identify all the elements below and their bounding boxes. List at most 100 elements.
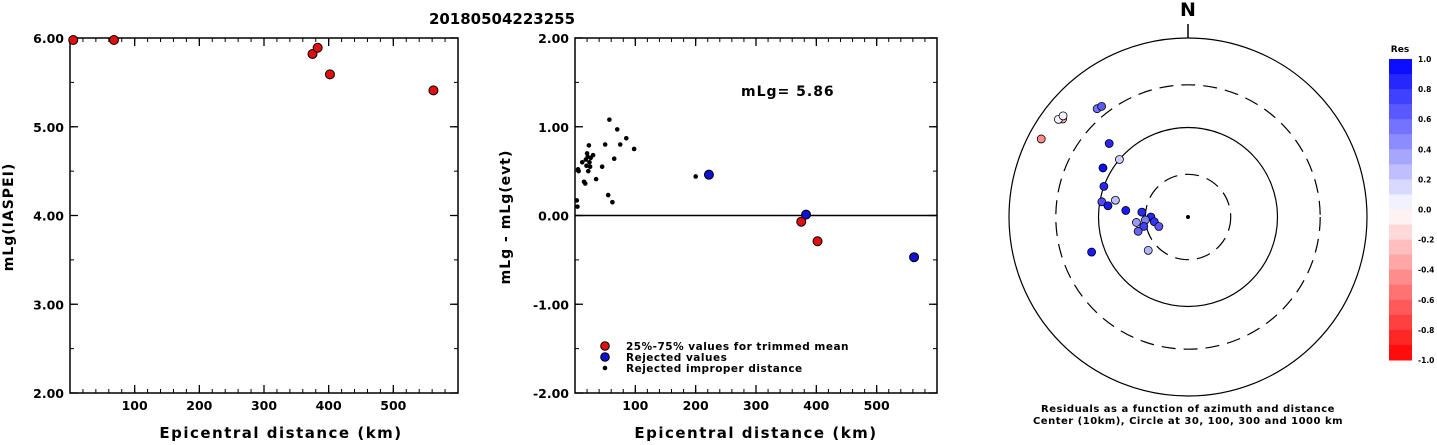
colorbar-swatch: [1389, 254, 1412, 271]
colorbar-swatch: [1389, 149, 1412, 165]
residual-x-tick-label: 400: [803, 398, 829, 413]
magnitude-y-tick-label: 6.00: [33, 31, 64, 46]
colorbar-swatch: [1389, 239, 1412, 256]
improper-distance-point: [574, 198, 580, 203]
magnitude-x-tick-label: 500: [380, 398, 406, 413]
colorbar-swatch: [1389, 134, 1412, 150]
colorbar-swatch: [1389, 329, 1412, 346]
residual-y-tick-label: 1.00: [538, 120, 569, 135]
event-center: [1186, 215, 1190, 219]
residual-x-tick-label: 100: [622, 398, 648, 413]
legend-label-improper: Rejected improper distance: [626, 363, 803, 375]
colorbar-tick-label: 1.0: [1418, 55, 1431, 64]
station-residual-point: [1154, 222, 1164, 231]
improper-distance-point: [584, 151, 590, 156]
improper-distance-point: [599, 164, 605, 169]
station-residual-point: [1137, 207, 1147, 217]
colorbar-swatch: [1389, 344, 1412, 361]
magnitude-frame: [69, 37, 459, 394]
magnitude-point: [68, 35, 79, 45]
station-residual-point: [1111, 195, 1120, 205]
residual-data-points: [574, 117, 920, 263]
legend-label-trimmed: 25%-75% values for trimmed mean: [626, 341, 849, 353]
improper-distance-point: [579, 159, 585, 165]
station-residual-point: [1099, 181, 1109, 191]
residual-legend: 25%-75% values for trimmed mean Rejected …: [600, 341, 849, 375]
improper-distance-point: [587, 164, 593, 169]
improper-distance-point: [623, 135, 629, 141]
colorbar-swatch: [1389, 74, 1412, 90]
colorbar-tick-label: 0.0: [1418, 206, 1431, 215]
magnitude-x-tick-label: 200: [186, 398, 212, 413]
rejected-point: [909, 252, 920, 263]
residual-y-axis-label: mLg - mLg(evt): [498, 150, 514, 285]
improper-distance-point: [605, 192, 611, 198]
magnitude-point: [312, 42, 323, 53]
residual-y-tick-label: 2.00: [538, 31, 569, 46]
improper-distance-point: [593, 176, 599, 182]
station-residual-point: [1143, 245, 1153, 255]
colorbar-swatch: [1389, 104, 1412, 120]
magnitude-x-tick-label: 400: [316, 398, 342, 413]
figure-title: 20180504223255: [429, 10, 575, 28]
residual-x-tick-label: 500: [864, 398, 890, 413]
colorbar-tick-label: -0.4: [1418, 266, 1434, 275]
legend-marker-improper: [602, 365, 608, 371]
colorbar-swatch: [1389, 314, 1412, 331]
colorbar-scale: 1.0 0.8 0.6 0.4 0.2 0.0 -0.2 -0.4 -0.6 -0.8 -1.0: [1389, 55, 1434, 365]
station-residual-points: [1036, 101, 1164, 257]
distance-ring-300km: [1055, 84, 1321, 350]
station-residual-point: [1115, 155, 1124, 164]
colorbar-tick-label: 0.2: [1418, 175, 1431, 184]
improper-distance-point: [610, 199, 615, 205]
colorbar-swatch: [1389, 179, 1412, 195]
improper-distance-point: [617, 142, 623, 147]
azimuth-caption-line1: Residuals as a function of azimuth and d…: [1041, 404, 1335, 415]
colorbar-tick-label: -0.2: [1418, 236, 1434, 245]
improper-distance-point: [587, 159, 592, 165]
magnitude-x-tick-label: 300: [251, 398, 277, 413]
magnitude-y-axis-label: mLg(IASPEI): [1, 163, 17, 272]
colorbar-tick-label: 0.8: [1418, 85, 1431, 94]
colorbar-swatch: [1389, 299, 1412, 316]
magnitude-point: [428, 85, 439, 96]
rejected-point: [801, 209, 812, 220]
colorbar-swatch: [1389, 89, 1412, 105]
colorbar-swatch: [1389, 164, 1412, 180]
rejected-point: [703, 169, 714, 180]
residual-colorbar: Res 1.0 0.8 0.6 0.4 0.2 0.0 -0.2 -0.4 -0.6 -0.8 -1…: [1389, 45, 1434, 365]
improper-distance-point: [586, 143, 592, 148]
improper-distance-point: [585, 168, 591, 174]
station-residual-point: [1131, 218, 1141, 227]
magnitude-y-tick-label: 4.00: [33, 209, 64, 224]
magnitude-point: [108, 35, 119, 45]
distance-ring-100km: [1097, 126, 1279, 308]
station-residual-point: [1133, 226, 1143, 236]
colorbar-swatch: [1389, 209, 1412, 226]
colorbar-swatch: [1389, 194, 1412, 210]
magnitude-y-tick-label: 3.00: [33, 297, 64, 312]
colorbar-tick-label: 0.4: [1418, 145, 1431, 154]
station-residual-point: [1104, 139, 1114, 148]
improper-distance-point: [584, 163, 589, 169]
azimuth-panel: N Residuals as a function of azimuth and…: [1008, 0, 1368, 427]
event-magnitude-annotation: mLg= 5.86: [741, 84, 835, 100]
residual-panel: -2.00 -1.00 0.00 1.00 2.00 100 200 300 400 500 Ep…: [498, 31, 938, 442]
residual-x-tick-label: 300: [743, 398, 769, 413]
trimmed-mean-point: [796, 216, 807, 227]
colorbar-swatch: [1389, 59, 1412, 75]
station-residual-point: [1036, 134, 1046, 144]
residual-y-tick-label: -2.00: [533, 386, 569, 401]
improper-distance-point: [614, 127, 620, 132]
station-residual-point: [1087, 247, 1097, 257]
magnitude-y-tick-label: 5.00: [33, 120, 64, 135]
improper-distance-point: [693, 174, 698, 179]
station-residual-point: [1097, 101, 1106, 111]
colorbar-tick-label: -0.6: [1418, 296, 1434, 305]
colorbar-tick-label: -0.8: [1418, 326, 1434, 335]
residual-y-tick-label: -1.00: [533, 297, 569, 312]
improper-distance-point: [631, 146, 637, 152]
north-label: N: [1180, 0, 1196, 21]
magnitude-x-axis-label: Epicentral distance (km): [159, 424, 402, 441]
